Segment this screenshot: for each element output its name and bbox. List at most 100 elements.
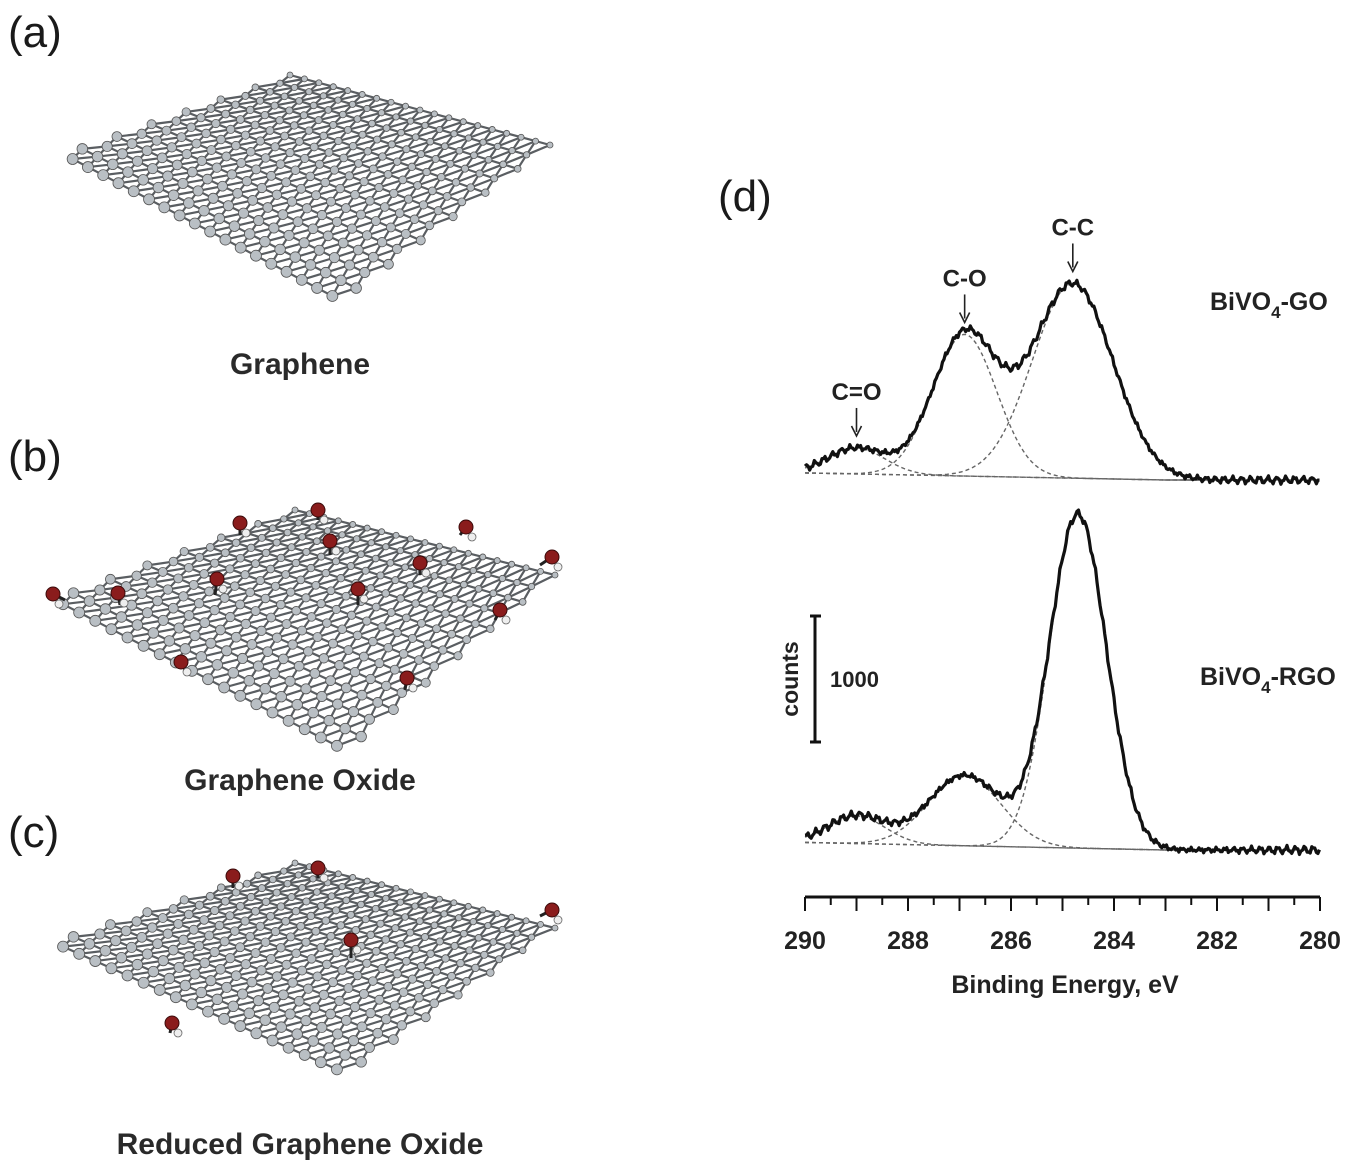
carbon-atom bbox=[287, 639, 298, 650]
carbon-atom bbox=[426, 949, 435, 958]
carbon-atom bbox=[343, 125, 352, 134]
carbon-atom bbox=[527, 582, 536, 591]
carbon-atom bbox=[493, 557, 501, 564]
carbon-atom bbox=[320, 266, 332, 279]
carbon-atom bbox=[111, 131, 123, 142]
carbon-atom bbox=[210, 905, 220, 916]
carbon-atom bbox=[225, 611, 236, 623]
carbon-atom bbox=[101, 140, 113, 152]
carbon-atom bbox=[152, 595, 163, 607]
carbon-atom bbox=[435, 937, 444, 946]
carbon-atom bbox=[396, 898, 404, 906]
carbon-atom bbox=[291, 606, 301, 616]
carbon-atom bbox=[142, 907, 153, 918]
carbon-atom bbox=[307, 706, 319, 719]
carbon-atom bbox=[321, 568, 331, 578]
carbon-atom bbox=[265, 126, 275, 135]
carbon-atom bbox=[291, 1028, 303, 1040]
carbon-atom bbox=[240, 916, 250, 926]
carbon-atom bbox=[380, 202, 390, 212]
carbon-atom bbox=[396, 547, 404, 555]
carbon-atom bbox=[73, 606, 86, 619]
carbon-atom bbox=[257, 884, 266, 893]
carbon-atom bbox=[352, 244, 364, 256]
carbon-atom bbox=[488, 126, 496, 133]
carbon-atom bbox=[328, 252, 340, 264]
carbon-atom bbox=[173, 961, 185, 973]
carbon-atom bbox=[518, 598, 527, 606]
graphene-oxide-illustration bbox=[45, 502, 563, 752]
oxygen-atom bbox=[232, 515, 248, 531]
carbon-atom bbox=[235, 942, 246, 953]
carbon-atom bbox=[392, 884, 400, 892]
carbon-atom bbox=[354, 159, 363, 168]
carbon-atom bbox=[537, 567, 544, 575]
carbon-atom bbox=[275, 159, 286, 169]
carbon-atom bbox=[334, 96, 342, 104]
carbon-atom bbox=[296, 575, 306, 585]
carbon-atom bbox=[331, 948, 341, 958]
carbon-atom bbox=[240, 570, 250, 580]
carbon-atom bbox=[338, 531, 346, 539]
carbon-atom bbox=[357, 550, 365, 558]
carbon-atom bbox=[489, 589, 498, 598]
carbon-atom bbox=[407, 162, 417, 172]
carbon-atom bbox=[323, 527, 332, 535]
carbon-atom bbox=[277, 209, 289, 220]
carbon-atom bbox=[460, 164, 469, 173]
carbon-atom bbox=[211, 659, 224, 671]
carbon-atom bbox=[361, 230, 373, 241]
carbon-atom bbox=[262, 983, 273, 994]
carbon-atom bbox=[266, 170, 277, 181]
carbon-atom bbox=[498, 574, 507, 583]
carbon-atom bbox=[363, 1041, 375, 1053]
carbon-atom bbox=[122, 166, 134, 178]
hydrogen-atom bbox=[553, 915, 563, 925]
carbon-atom bbox=[341, 203, 351, 214]
carbon-atom bbox=[293, 660, 305, 672]
carbon-atom bbox=[265, 257, 278, 270]
carbon-atom bbox=[411, 133, 420, 141]
hydrogen-atom bbox=[319, 873, 329, 883]
carbon-atom bbox=[211, 162, 222, 173]
carbon-atom bbox=[450, 130, 458, 138]
carbon-atom bbox=[465, 599, 474, 608]
carbon-atom bbox=[298, 884, 306, 892]
carbon-atom bbox=[195, 986, 208, 999]
carbon-atom bbox=[301, 937, 311, 947]
carbon-atom bbox=[189, 968, 201, 980]
carbon-atom bbox=[329, 121, 338, 129]
carbon-atom bbox=[363, 524, 371, 532]
carbon-atom bbox=[371, 554, 380, 563]
carbon-atom bbox=[401, 913, 409, 921]
scale-bar: counts 1000 bbox=[777, 614, 879, 744]
carbon-atom bbox=[314, 731, 327, 744]
carbon-atom bbox=[522, 151, 531, 159]
carbon-atom bbox=[278, 989, 289, 1001]
caption-graphene-oxide: Graphene Oxide bbox=[184, 764, 416, 797]
carbon-atom bbox=[178, 591, 189, 602]
carbon-atom bbox=[423, 979, 433, 989]
carbon-atom bbox=[421, 539, 429, 546]
carbon-atom bbox=[166, 142, 177, 153]
carbon-atom bbox=[298, 723, 311, 736]
carbon-atom bbox=[219, 233, 232, 246]
carbon-atom bbox=[348, 706, 360, 718]
carbon-atom bbox=[367, 539, 375, 547]
carbon-atom bbox=[356, 689, 368, 701]
carbon-atom bbox=[131, 570, 142, 581]
carbon-atom bbox=[181, 107, 191, 117]
carbon-atom bbox=[381, 935, 390, 944]
carbon-atom bbox=[421, 933, 429, 941]
hydrogen-atom bbox=[182, 667, 192, 677]
carbon-atom bbox=[366, 930, 375, 940]
carbon-atom bbox=[252, 995, 264, 1007]
carbon-atom bbox=[474, 585, 483, 593]
oxygen-atom bbox=[343, 932, 359, 948]
carbon-atom bbox=[551, 924, 559, 932]
carbon-atom bbox=[430, 921, 439, 930]
carbon-atom bbox=[131, 916, 142, 927]
carbon-atom bbox=[280, 265, 293, 278]
carbon-atom bbox=[209, 605, 220, 616]
carbon-atom bbox=[309, 523, 317, 531]
